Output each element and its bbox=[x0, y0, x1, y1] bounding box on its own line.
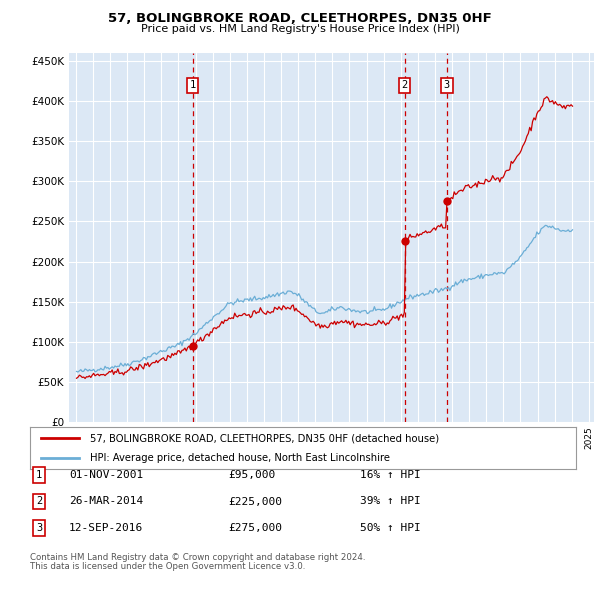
Text: This data is licensed under the Open Government Licence v3.0.: This data is licensed under the Open Gov… bbox=[30, 562, 305, 571]
Text: 26-MAR-2014: 26-MAR-2014 bbox=[69, 497, 143, 506]
Text: 12-SEP-2016: 12-SEP-2016 bbox=[69, 523, 143, 533]
Text: 1: 1 bbox=[36, 470, 42, 480]
Text: 3: 3 bbox=[36, 523, 42, 533]
Text: Contains HM Land Registry data © Crown copyright and database right 2024.: Contains HM Land Registry data © Crown c… bbox=[30, 553, 365, 562]
Text: 57, BOLINGBROKE ROAD, CLEETHORPES, DN35 0HF (detached house): 57, BOLINGBROKE ROAD, CLEETHORPES, DN35 … bbox=[90, 433, 439, 443]
Text: 2: 2 bbox=[36, 497, 42, 506]
Text: 3: 3 bbox=[444, 80, 450, 90]
Text: 50% ↑ HPI: 50% ↑ HPI bbox=[360, 523, 421, 533]
Text: Price paid vs. HM Land Registry's House Price Index (HPI): Price paid vs. HM Land Registry's House … bbox=[140, 24, 460, 34]
Text: 16% ↑ HPI: 16% ↑ HPI bbox=[360, 470, 421, 480]
Text: 01-NOV-2001: 01-NOV-2001 bbox=[69, 470, 143, 480]
Text: £95,000: £95,000 bbox=[228, 470, 275, 480]
Text: 1: 1 bbox=[190, 80, 196, 90]
Text: 2: 2 bbox=[401, 80, 408, 90]
Text: 57, BOLINGBROKE ROAD, CLEETHORPES, DN35 0HF: 57, BOLINGBROKE ROAD, CLEETHORPES, DN35 … bbox=[108, 12, 492, 25]
Text: 39% ↑ HPI: 39% ↑ HPI bbox=[360, 497, 421, 506]
Text: £275,000: £275,000 bbox=[228, 523, 282, 533]
Text: HPI: Average price, detached house, North East Lincolnshire: HPI: Average price, detached house, Nort… bbox=[90, 453, 390, 463]
Text: £225,000: £225,000 bbox=[228, 497, 282, 506]
